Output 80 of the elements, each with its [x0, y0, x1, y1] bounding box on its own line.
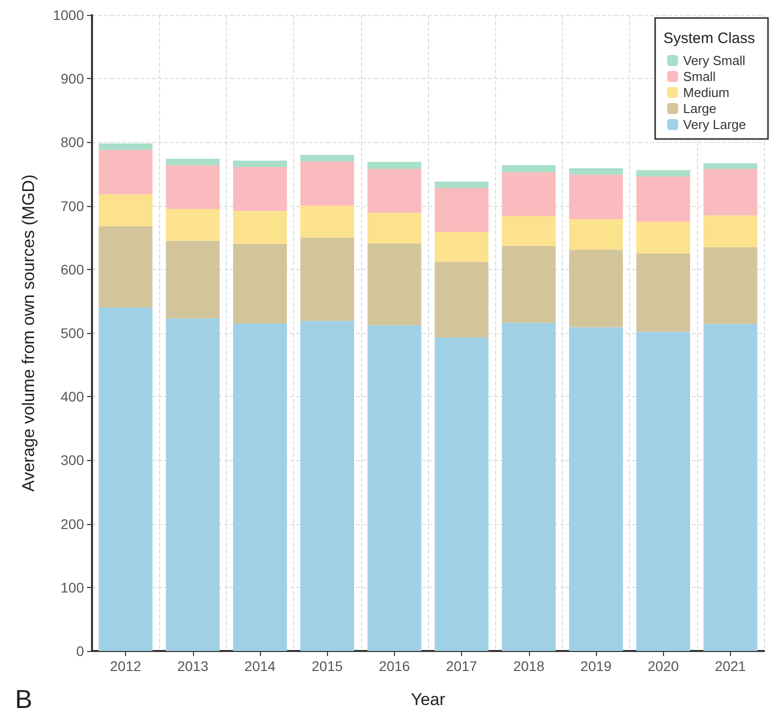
- bar: [233, 244, 287, 324]
- bar: [636, 332, 690, 651]
- bar: [98, 226, 152, 308]
- x-tick-label: 2020: [648, 658, 679, 674]
- bar: [704, 324, 758, 651]
- bar: [166, 165, 220, 209]
- bar: [704, 247, 758, 324]
- bar: [233, 160, 287, 168]
- bar: [166, 240, 220, 318]
- bar: [502, 172, 556, 216]
- bar: [300, 161, 354, 206]
- bar: [569, 219, 623, 250]
- bar: [434, 188, 488, 232]
- bar: [502, 165, 556, 172]
- bar: [300, 154, 354, 162]
- x-tick-label: 2014: [244, 658, 276, 674]
- bar: [233, 323, 287, 651]
- y-tick-label: 800: [60, 134, 84, 150]
- bar: [502, 216, 556, 246]
- x-tick-label: 2021: [714, 658, 746, 674]
- y-tick-label: 900: [60, 70, 84, 87]
- bar: [569, 250, 623, 328]
- bar: [434, 337, 488, 651]
- bar: [368, 162, 422, 169]
- bar: [704, 168, 758, 216]
- bar: [636, 170, 690, 177]
- y-tick-label: 0: [76, 643, 84, 659]
- legend-label: Very Small: [683, 53, 746, 68]
- bar: [300, 320, 354, 651]
- bar: [569, 174, 623, 220]
- bar: [368, 243, 422, 326]
- y-axis-title: Average volume from own sources (MGD): [19, 174, 38, 492]
- bar: [300, 238, 354, 321]
- legend-label: Small: [683, 69, 716, 84]
- bar: [569, 168, 623, 175]
- bar: [98, 308, 152, 651]
- text: B: [15, 684, 32, 714]
- y-tick-label: 200: [60, 516, 84, 532]
- bar: [368, 168, 422, 213]
- bar: [166, 318, 220, 651]
- x-axis-title: Year: [410, 690, 446, 709]
- bar: [434, 262, 488, 338]
- y-tick-label: 100: [60, 579, 84, 596]
- x-tick-label: 2013: [177, 658, 209, 674]
- legend-label: Medium: [683, 85, 730, 100]
- bar: [300, 206, 354, 238]
- bar: [166, 208, 220, 241]
- bar: [166, 158, 220, 166]
- x-tick-label: 2015: [312, 658, 343, 674]
- bar: [502, 246, 556, 323]
- y-tick-label: 700: [60, 198, 84, 214]
- bar: [98, 143, 152, 150]
- y-tick-label: 500: [60, 325, 84, 341]
- bar: [569, 327, 623, 651]
- legend-title: System Class: [663, 30, 756, 47]
- bar: [368, 212, 422, 244]
- bar: [704, 215, 758, 248]
- bar: [636, 222, 690, 254]
- x-tick-label: 2019: [580, 658, 612, 674]
- x-tick-label: 2016: [378, 658, 410, 674]
- bar: [98, 194, 152, 226]
- bar: [502, 322, 556, 651]
- x-tick-label: 2018: [513, 658, 545, 674]
- x-tick-label: 2012: [110, 658, 142, 674]
- bar: [434, 182, 488, 188]
- legend-label: Very Large: [683, 117, 746, 132]
- bar: [368, 325, 422, 651]
- y-tick-label: 300: [60, 452, 84, 468]
- bar: [98, 150, 152, 194]
- x-tick-label: 2017: [446, 658, 478, 674]
- bar: [233, 210, 287, 244]
- legend-label: Large: [683, 101, 716, 116]
- bar: [636, 254, 690, 332]
- y-tick-label: 1000: [52, 7, 84, 23]
- bar: [233, 167, 287, 211]
- bar: [704, 163, 758, 169]
- y-tick-label: 400: [60, 388, 84, 405]
- y-tick-label: 600: [60, 261, 84, 278]
- bar: [636, 176, 690, 222]
- bar: [434, 232, 488, 262]
